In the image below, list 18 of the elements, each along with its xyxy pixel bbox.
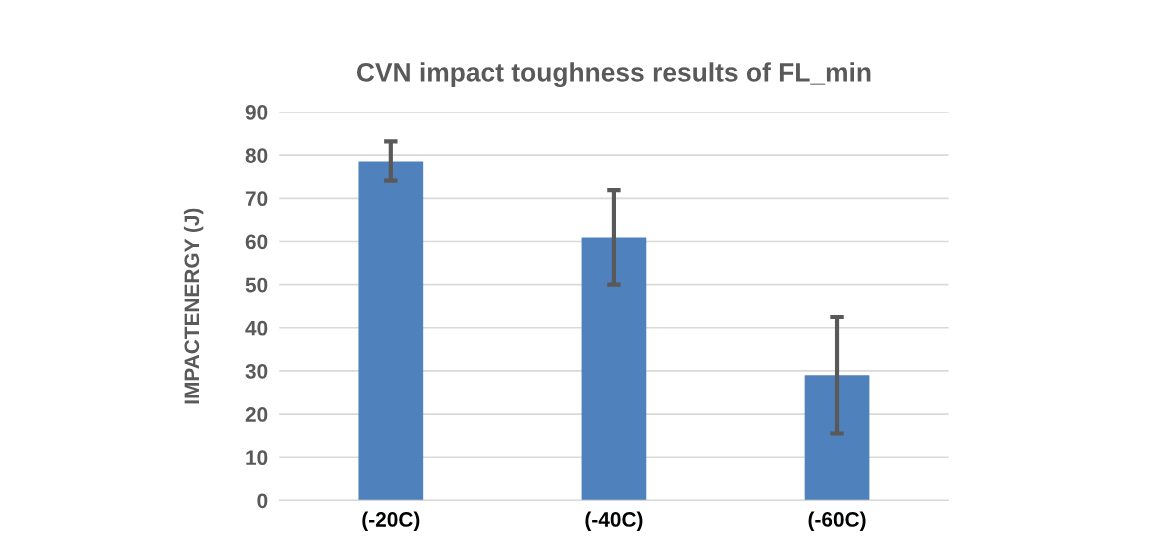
bar — [358, 161, 424, 501]
y-tick-label: 50 — [245, 277, 268, 293]
y-tick-label: 80 — [245, 148, 268, 163]
y-axis-title: IMPACTENERGY (J) — [183, 208, 204, 404]
y-tick-label: 0 — [257, 493, 268, 509]
bar — [581, 237, 647, 501]
y-tick-label: 30 — [245, 363, 268, 379]
y-tick-label: 40 — [245, 320, 268, 336]
x-tick-label: (-60C) — [808, 511, 866, 531]
y-tick-label: 60 — [245, 234, 268, 250]
y-tick-label: 70 — [245, 191, 268, 207]
chart-title: CVN impact toughness results of FL_min — [356, 62, 871, 88]
x-tick-label: (-40C) — [585, 511, 643, 531]
y-tick-label: 90 — [245, 104, 268, 120]
x-tick-label: (-20C) — [362, 511, 420, 531]
bar — [804, 375, 870, 501]
y-tick-label: 10 — [246, 450, 268, 466]
y-tick-label: 20 — [245, 407, 268, 422]
